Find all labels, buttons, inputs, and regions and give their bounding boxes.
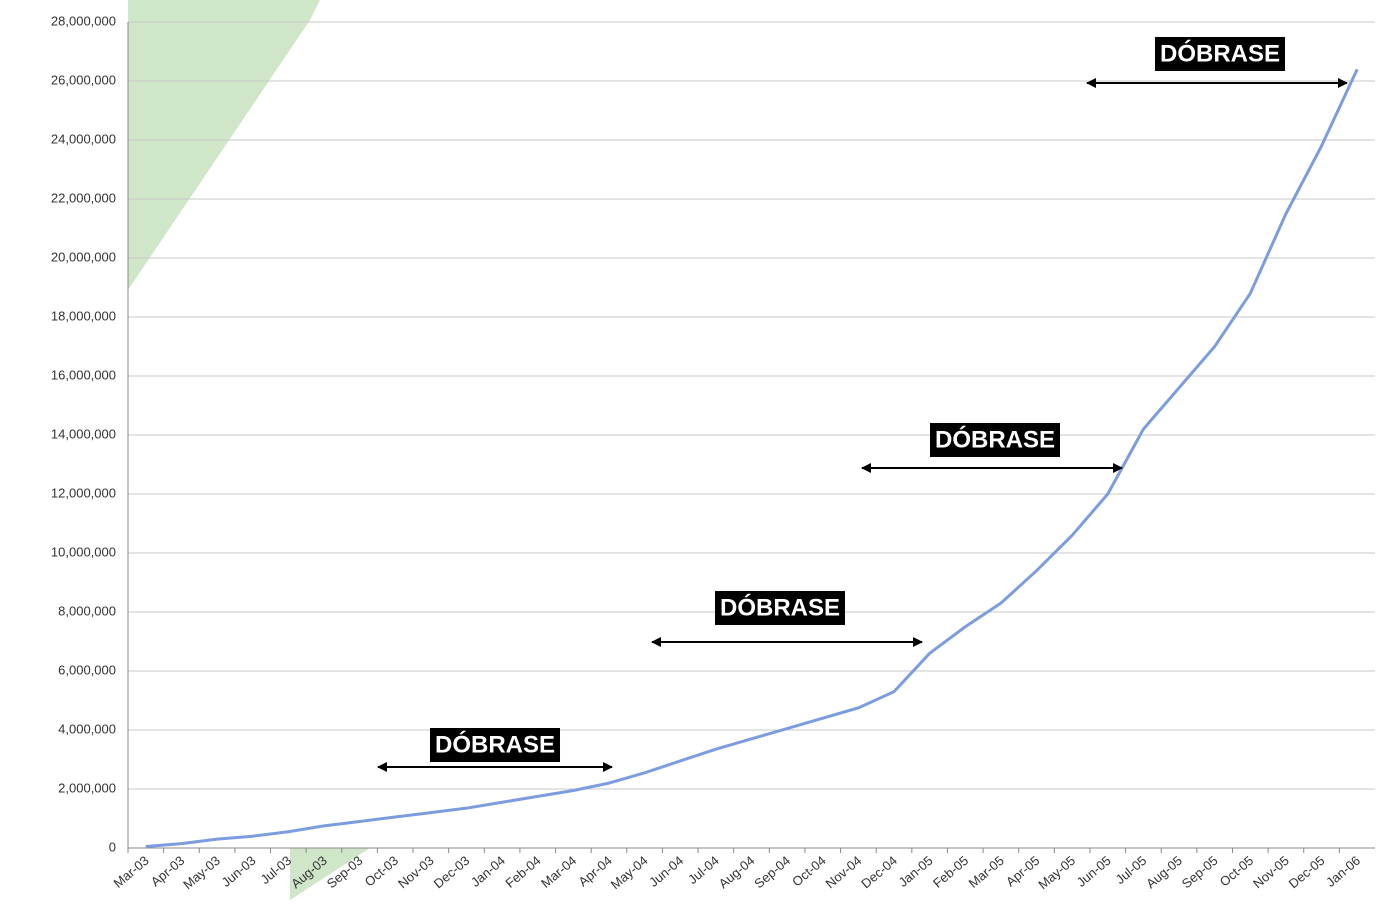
x-tick-label: Nov-04 xyxy=(823,853,865,891)
x-tick-label: Apr-03 xyxy=(148,853,188,890)
y-tick-label: 28,000,000 xyxy=(51,13,116,28)
y-tick-label: 10,000,000 xyxy=(51,544,116,559)
x-tick-label: Oct-03 xyxy=(362,853,402,890)
x-tick-label: Dec-03 xyxy=(431,853,473,891)
annotation-box xyxy=(714,591,846,625)
annotation: DÓBRASE xyxy=(935,425,1055,453)
x-tick-label: Mar-03 xyxy=(111,853,152,891)
annotation: DÓBRASE xyxy=(720,593,840,621)
annotation-box xyxy=(429,728,561,762)
y-tick-label: 6,000,000 xyxy=(58,662,116,677)
x-tick-label: Jun-03 xyxy=(219,853,259,890)
annotation-box xyxy=(929,423,1061,457)
y-tick-label: 8,000,000 xyxy=(58,603,116,618)
y-tick-label: 16,000,000 xyxy=(51,367,116,382)
annotation: DÓBRASE xyxy=(1160,39,1280,67)
line xyxy=(145,68,1359,849)
x-tick-label: Mar-05 xyxy=(966,853,1007,891)
x-tick-label: Feb-05 xyxy=(930,853,971,891)
y-tick-label: 22,000,000 xyxy=(51,190,116,205)
x-tick-label: Mar-04 xyxy=(538,853,579,891)
x-tick-label: Nov-05 xyxy=(1250,853,1292,891)
x-tick-label: Jan-05 xyxy=(895,853,935,890)
x-tick-label: Oct-04 xyxy=(789,853,829,890)
y-tick-label: 14,000,000 xyxy=(51,426,116,441)
x-tick-label: Apr-04 xyxy=(575,853,615,890)
x-tick-label: May-04 xyxy=(608,853,651,892)
y-tick-label: 18,000,000 xyxy=(51,308,116,323)
y-tick-label: 2,000,000 xyxy=(58,780,116,795)
y-tick-label: 12,000,000 xyxy=(51,485,116,500)
x-tick-label: May-03 xyxy=(180,853,223,892)
x-tick-label: Feb-04 xyxy=(502,853,543,891)
y-tick-label: 24,000,000 xyxy=(51,131,116,146)
x-tick-label: Dec-05 xyxy=(1286,853,1328,891)
annotation-box xyxy=(1154,37,1286,71)
annotation: DÓBRASE xyxy=(435,730,555,758)
x-tick-label: Jan-04 xyxy=(468,853,508,890)
y-tick-label: 20,000,000 xyxy=(51,249,116,264)
x-tick-label: Dec-04 xyxy=(858,853,900,891)
x-tick-label: Jan-06 xyxy=(1323,853,1363,890)
x-tick-label: Sep-05 xyxy=(1179,853,1221,891)
x-tick-label: Oct-05 xyxy=(1217,853,1257,890)
x-tick-label: Aug-04 xyxy=(716,853,758,891)
x-tick-label: Apr-05 xyxy=(1003,853,1043,890)
decor xyxy=(128,0,320,290)
x-tick-label: Sep-04 xyxy=(751,853,793,891)
y-tick-label: 26,000,000 xyxy=(51,72,116,87)
y-tick-label: 0 xyxy=(109,839,116,854)
x-tick-label: Jun-04 xyxy=(646,853,686,890)
x-tick-label: Jun-05 xyxy=(1074,853,1114,890)
decor xyxy=(290,848,370,900)
x-tick-label: Aug-05 xyxy=(1143,853,1185,891)
x-tick-label: May-05 xyxy=(1035,853,1078,892)
y-tick-label: 4,000,000 xyxy=(58,721,116,736)
x-tick-label: Nov-03 xyxy=(395,853,437,891)
